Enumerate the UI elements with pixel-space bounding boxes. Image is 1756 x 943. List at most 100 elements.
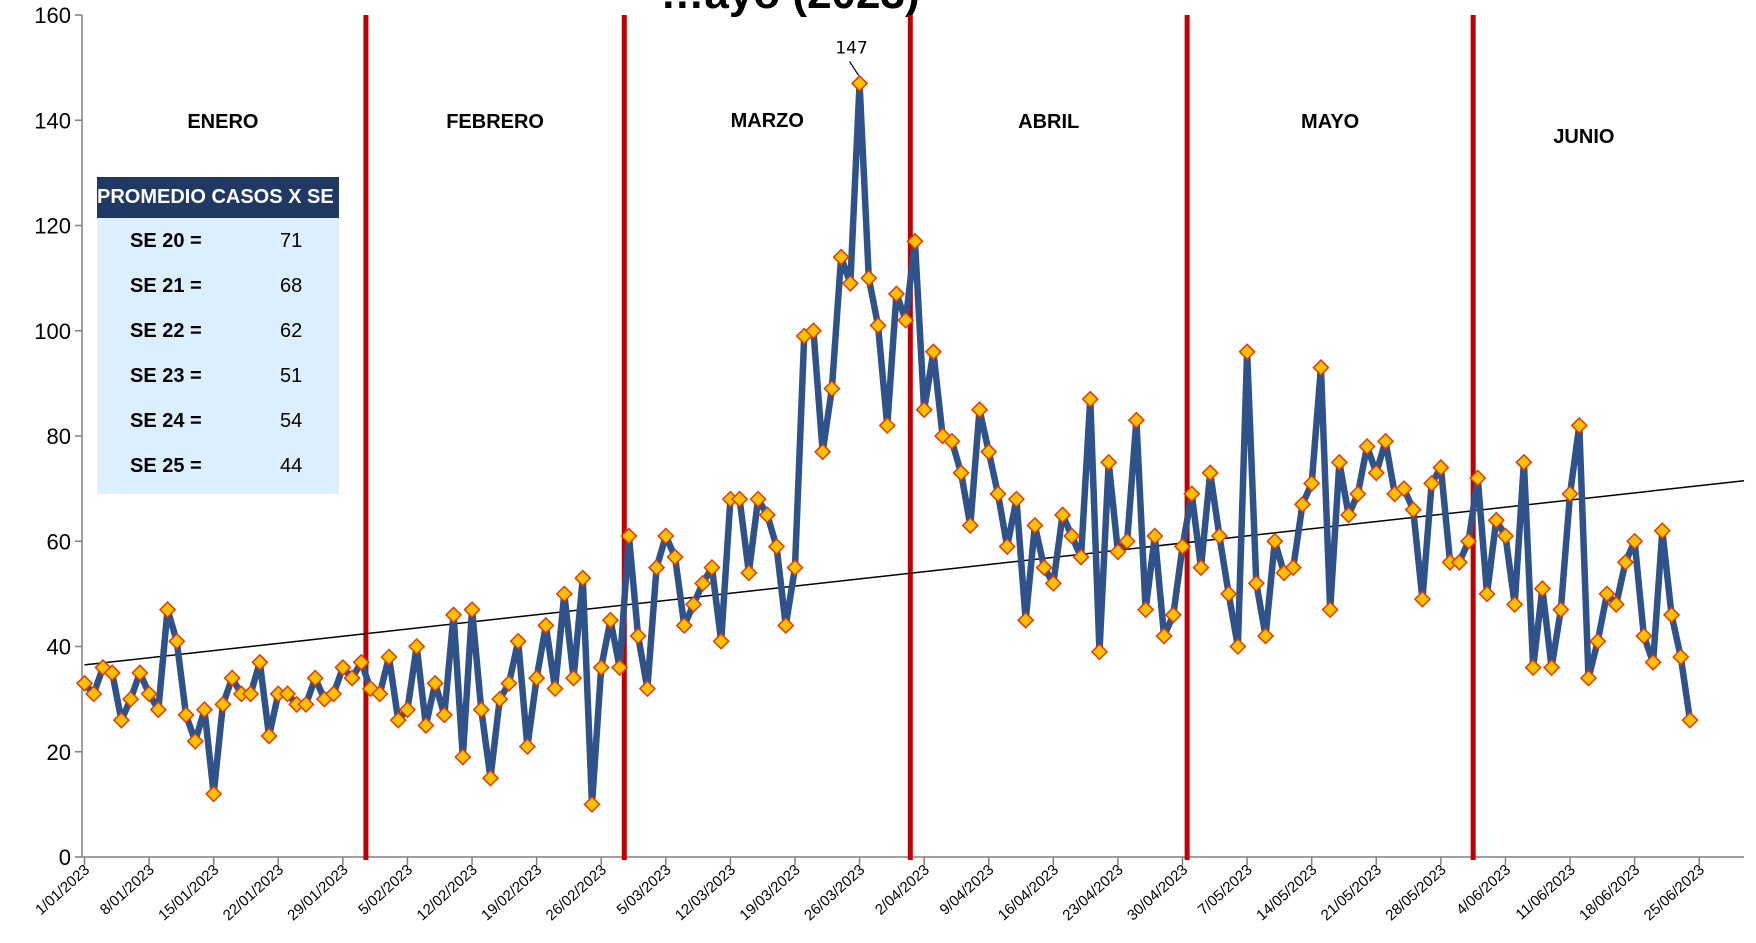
data-point bbox=[85, 685, 103, 703]
data-point bbox=[297, 695, 315, 713]
trendline-line bbox=[84, 479, 1745, 666]
data-point bbox=[371, 685, 389, 703]
month-label: ABRIL bbox=[1018, 111, 1079, 133]
y-tick-label: 40 bbox=[47, 635, 71, 660]
data-point bbox=[1035, 559, 1053, 577]
data-point bbox=[389, 711, 407, 729]
data-point bbox=[1662, 606, 1681, 624]
data-point bbox=[195, 701, 214, 719]
x-tick-label: 15/01/2023 bbox=[155, 861, 222, 924]
avg-row-value: 71 bbox=[280, 230, 303, 252]
data-point bbox=[1533, 580, 1551, 598]
data-point bbox=[1561, 485, 1579, 503]
month-label: FEBRERO bbox=[446, 111, 544, 133]
data-point bbox=[1183, 485, 1201, 503]
avg-row-label: SE 20 = bbox=[130, 230, 202, 252]
y-tick-label: 0 bbox=[59, 845, 71, 870]
x-tick-label: 26/03/2023 bbox=[801, 861, 868, 924]
data-point bbox=[1247, 574, 1265, 592]
data-point bbox=[1100, 453, 1118, 471]
avg-table-row: SE 21 = 68 bbox=[97, 263, 339, 308]
data-point bbox=[1469, 469, 1487, 487]
data-point bbox=[426, 674, 444, 692]
data-point bbox=[970, 401, 989, 419]
data-point bbox=[1570, 416, 1588, 435]
data-point bbox=[1330, 453, 1348, 471]
weekly-average-table: PROMEDIO CASOS X SE SE 20 = 71 SE 21 = 6… bbox=[97, 177, 339, 494]
data-point bbox=[1164, 606, 1182, 624]
data-point bbox=[1644, 653, 1662, 671]
avg-row-label: SE 23 = bbox=[130, 365, 202, 387]
data-point bbox=[223, 669, 241, 687]
data-point bbox=[1598, 585, 1616, 603]
data-point bbox=[352, 653, 370, 671]
data-point bbox=[1090, 643, 1109, 661]
data-point bbox=[823, 380, 841, 398]
data-point bbox=[205, 785, 223, 803]
data-point bbox=[952, 464, 970, 482]
data-point bbox=[1672, 648, 1690, 666]
data-point bbox=[712, 632, 730, 650]
month-labels: ENERO FEBRERO MARZO ABRIL MAYO JUNIO bbox=[187, 110, 1614, 148]
x-tick-label: 28/05/2023 bbox=[1382, 861, 1449, 924]
x-tick-label: 14/05/2023 bbox=[1253, 861, 1320, 924]
data-point bbox=[657, 527, 675, 545]
data-point bbox=[1229, 637, 1247, 656]
x-tick-label: 22/01/2023 bbox=[220, 861, 287, 924]
data-point bbox=[1155, 627, 1173, 645]
y-tick-label: 60 bbox=[47, 529, 71, 554]
data-point bbox=[1284, 559, 1302, 577]
data-point bbox=[731, 490, 749, 508]
data-point bbox=[500, 674, 518, 692]
data-point bbox=[1423, 474, 1441, 492]
avg-row-label: SE 24 = bbox=[130, 410, 202, 432]
data-point bbox=[1173, 537, 1192, 556]
data-point bbox=[158, 601, 177, 619]
data-point bbox=[260, 727, 278, 745]
data-point bbox=[528, 669, 546, 687]
x-tick-label: 23/04/2023 bbox=[1059, 861, 1126, 924]
y-axis: 0 20 40 60 80 100 120 140 160 bbox=[34, 3, 83, 870]
data-point bbox=[897, 311, 915, 329]
x-tick-label: 26/02/2023 bbox=[543, 861, 610, 924]
month-dividers bbox=[363, 15, 1476, 860]
data-point bbox=[1340, 506, 1358, 524]
data-point bbox=[1081, 390, 1099, 408]
month-label: MAYO bbox=[1301, 111, 1359, 133]
avg-table-row: SE 25 = 44 bbox=[97, 443, 339, 488]
data-point bbox=[1552, 601, 1570, 619]
data-point bbox=[1432, 459, 1450, 477]
x-tick-label: 12/03/2023 bbox=[672, 861, 739, 924]
data-point bbox=[1607, 595, 1625, 613]
data-point bbox=[998, 537, 1016, 556]
data-point bbox=[149, 701, 167, 719]
x-tick-label: 19/02/2023 bbox=[478, 861, 545, 924]
data-point bbox=[1506, 595, 1524, 613]
data-point bbox=[112, 711, 130, 729]
x-axis: 1/01/2023 8/01/202315/01/202322/01/202329… bbox=[32, 856, 1744, 924]
data-point bbox=[694, 574, 712, 592]
data-point bbox=[1137, 601, 1155, 619]
x-tick-label: 4/06/2023 bbox=[1453, 861, 1514, 918]
data-point bbox=[1358, 437, 1376, 456]
data-point bbox=[103, 664, 121, 682]
data-point bbox=[1238, 343, 1256, 361]
data-point bbox=[1681, 711, 1699, 729]
data-point bbox=[1118, 532, 1136, 550]
data-point bbox=[1220, 585, 1238, 603]
data-point bbox=[1293, 495, 1312, 513]
data-point bbox=[1256, 627, 1275, 645]
data-point bbox=[1054, 506, 1072, 524]
data-point bbox=[878, 416, 896, 435]
data-point bbox=[1515, 453, 1533, 471]
data-point bbox=[168, 632, 186, 650]
data-point bbox=[767, 537, 786, 556]
data-point bbox=[703, 559, 721, 577]
y-tick-label: 20 bbox=[47, 740, 71, 765]
data-point bbox=[306, 669, 324, 687]
data-point bbox=[1109, 543, 1127, 561]
data-point bbox=[961, 516, 979, 535]
data-point bbox=[140, 685, 158, 703]
data-point bbox=[186, 732, 204, 750]
data-point bbox=[1321, 601, 1339, 619]
